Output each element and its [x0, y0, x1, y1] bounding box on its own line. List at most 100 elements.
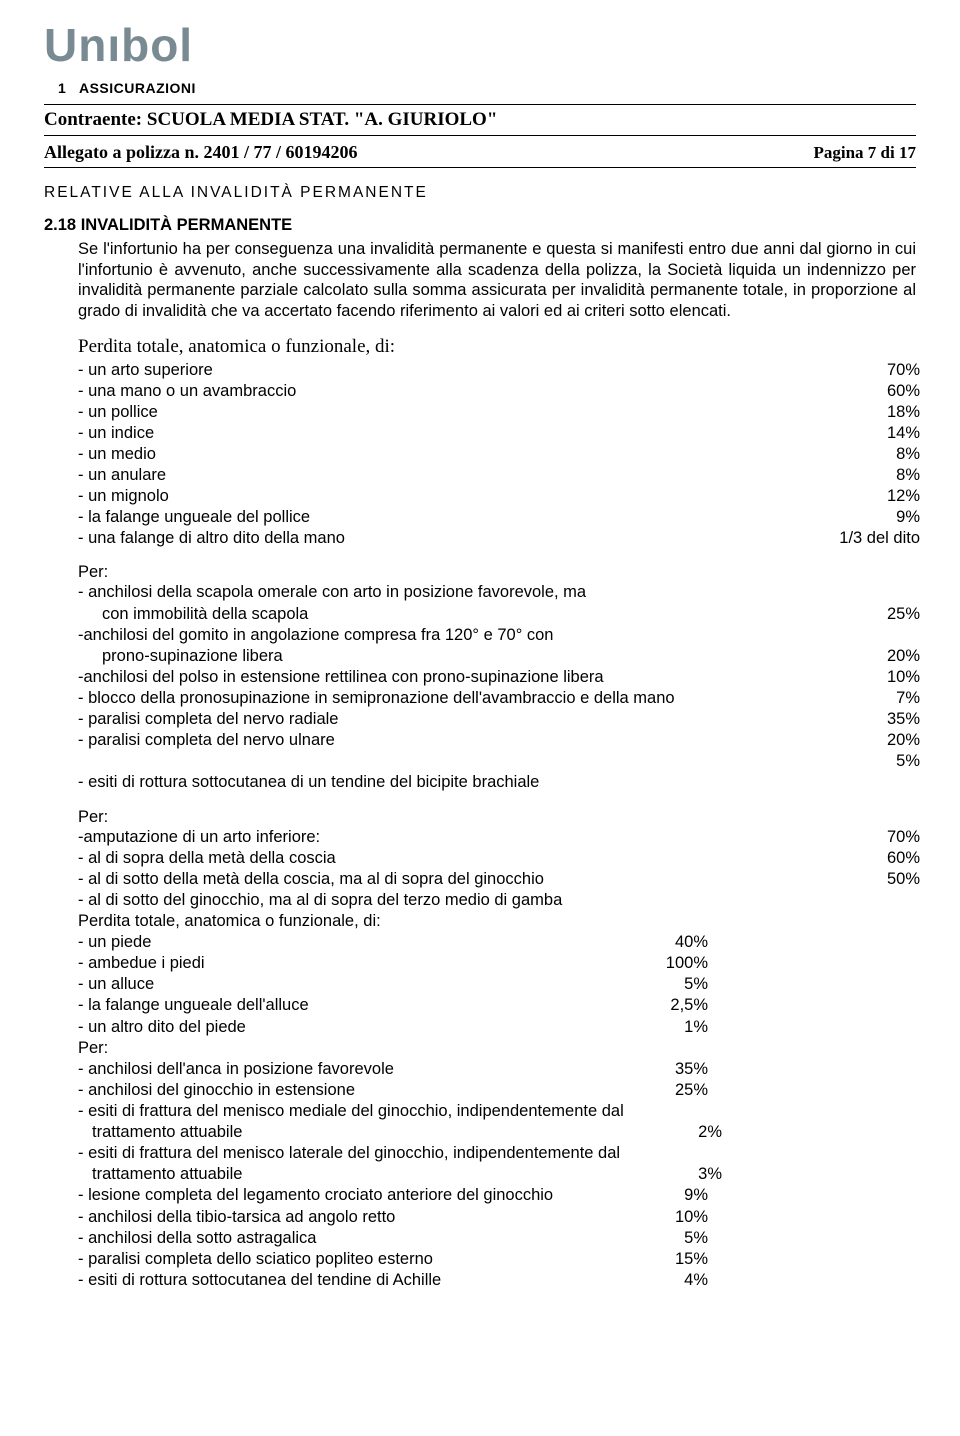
assic-prefix: 1	[58, 80, 66, 96]
row-value: 20%	[848, 646, 920, 667]
table-1: - un arto superiore70%- una mano o un av…	[78, 360, 920, 550]
row-value: 70%	[780, 360, 920, 381]
table-row: - una falange di altro dito della mano1/…	[78, 528, 920, 549]
row-value	[638, 1143, 708, 1164]
row-label: - una mano o un avambraccio	[78, 381, 780, 402]
row-value: 7%	[848, 688, 920, 709]
table-row: - al di sopra della metà della coscia60%	[78, 848, 920, 869]
row-value: 1/3 del dito	[780, 528, 920, 549]
row-label: - la falange ungueale del pollice	[78, 507, 780, 528]
row-label: - esiti di rottura sottocutanea di un te…	[78, 772, 848, 793]
table-row: - al di sotto del ginocchio, ma al di so…	[78, 890, 920, 911]
table-row: - anchilosi della sotto astragalica5%	[78, 1228, 920, 1249]
divider-mid	[44, 135, 916, 136]
row-value: 4%	[638, 1270, 708, 1291]
table-row: - esiti di rottura sottocutanea del tend…	[78, 1270, 920, 1291]
row-label: - un arto superiore	[78, 360, 780, 381]
section-title: RELATIVE ALLA INVALIDITÀ PERMANENTE	[44, 184, 916, 202]
per-label-3-row: Per:	[78, 1038, 920, 1059]
table-row: - un medio8%	[78, 444, 920, 465]
row-value: 12%	[780, 486, 920, 507]
table-row: trattamento attuabile2%	[78, 1122, 920, 1143]
row-value: 70%	[848, 827, 920, 848]
table-row: - un pollice18%	[78, 402, 920, 423]
table-row: - la falange ungueale dell'alluce2,5%	[78, 995, 920, 1016]
table-4: - un piede40%- ambedue i piedi100%- un a…	[78, 932, 920, 1038]
table-row: - un piede40%	[78, 932, 920, 953]
row-value	[848, 772, 920, 793]
row-value: 8%	[780, 444, 920, 465]
table-3: -amputazione di un arto inferiore:70%- a…	[78, 827, 920, 911]
row-label: - un pollice	[78, 402, 780, 423]
per-label-1: Per:	[78, 563, 916, 582]
table-row: - un indice14%	[78, 423, 920, 444]
table-row: - anchilosi del ginocchio in estensione2…	[78, 1080, 920, 1101]
page: Unıbol 1 ASSICURAZIONI Contraente: SCUOL…	[0, 0, 960, 1436]
row-value	[848, 625, 920, 646]
row-label: - blocco della pronosupinazione in semip…	[78, 688, 848, 709]
allegato-left: Allegato a polizza n. 2401 / 77 / 601942…	[44, 142, 358, 163]
row-value: 25%	[848, 604, 920, 625]
row-label: - al di sotto della metà della coscia, m…	[78, 869, 848, 890]
table-row: - esiti di frattura del menisco mediale …	[78, 1101, 920, 1122]
per-label-3: Per:	[78, 1038, 920, 1059]
row-label: - un piede	[78, 932, 638, 953]
table-row: - la falange ungueale del pollice9%	[78, 507, 920, 528]
table-row: - lesione completa del legamento crociat…	[78, 1185, 920, 1206]
table-row: - anchilosi della tibio-tarsica ad angol…	[78, 1207, 920, 1228]
table-2: - anchilosi della scapola omerale con ar…	[78, 582, 920, 793]
allegato-row: Allegato a polizza n. 2401 / 77 / 601942…	[44, 142, 916, 163]
row-label: - anchilosi della tibio-tarsica ad angol…	[78, 1207, 638, 1228]
row-value: 5%	[638, 1228, 708, 1249]
assicurazioni-line: 1 ASSICURAZIONI	[58, 80, 916, 96]
row-label: - anchilosi della scapola omerale con ar…	[78, 582, 848, 603]
table-row: - una mano o un avambraccio60%	[78, 381, 920, 402]
row-label: - lesione completa del legamento crociat…	[78, 1185, 638, 1206]
row-label: -amputazione di un arto inferiore:	[78, 827, 848, 848]
page-number: Pagina 7 di 17	[814, 143, 917, 163]
contraente-value: SCUOLA MEDIA STAT. "A. GIURIOLO"	[147, 109, 498, 130]
row-value: 10%	[638, 1207, 708, 1228]
table-row: - paralisi completa del nervo radiale35%	[78, 709, 920, 730]
row-value: 2%	[652, 1122, 722, 1143]
table-row: prono-supinazione libera20%	[78, 646, 920, 667]
table-row: - esiti di frattura del menisco laterale…	[78, 1143, 920, 1164]
table-row: - un mignolo12%	[78, 486, 920, 507]
row-value	[848, 582, 920, 603]
table-row: 5%	[78, 751, 920, 772]
table-row: - paralisi completa dello sciatico popli…	[78, 1249, 920, 1270]
row-label: - un altro dito del piede	[78, 1017, 638, 1038]
row-label: prono-supinazione libera	[78, 646, 848, 667]
row-value: 18%	[780, 402, 920, 423]
table-row: - blocco della pronosupinazione in semip…	[78, 688, 920, 709]
table-row: -amputazione di un arto inferiore:70%	[78, 827, 920, 848]
table-row: - anchilosi dell'anca in posizione favor…	[78, 1059, 920, 1080]
row-label: -anchilosi del gomito in angolazione com…	[78, 625, 848, 646]
row-label: - un indice	[78, 423, 780, 444]
row-label: - una falange di altro dito della mano	[78, 528, 780, 549]
clause-title: INVALIDITÀ PERMANENTE	[81, 216, 292, 234]
row-label: - paralisi completa dello sciatico popli…	[78, 1249, 638, 1270]
clause-heading: 2.18 INVALIDITÀ PERMANENTE	[44, 216, 916, 235]
table-row: - paralisi completa del nervo ulnare20%	[78, 730, 920, 751]
perdita2-heading-row: Perdita totale, anatomica o funzionale, …	[78, 911, 920, 932]
divider-bottom	[44, 167, 916, 168]
assic-text: ASSICURAZIONI	[79, 80, 196, 96]
row-value	[848, 890, 920, 911]
row-label: trattamento attuabile	[78, 1164, 652, 1185]
row-label: - anchilosi dell'anca in posizione favor…	[78, 1059, 638, 1080]
row-label: - un mignolo	[78, 486, 780, 507]
row-label: - la falange ungueale dell'alluce	[78, 995, 638, 1016]
row-label: trattamento attuabile	[78, 1122, 652, 1143]
row-label: - esiti di frattura del menisco laterale…	[78, 1143, 638, 1164]
row-value: 35%	[638, 1059, 708, 1080]
row-label: - un alluce	[78, 974, 638, 995]
row-label: - al di sotto del ginocchio, ma al di so…	[78, 890, 848, 911]
clause-number: 2.18	[44, 216, 76, 234]
table-row: - un alluce5%	[78, 974, 920, 995]
table-row: - esiti di rottura sottocutanea di un te…	[78, 772, 920, 793]
table-row: - un altro dito del piede1%	[78, 1017, 920, 1038]
row-label: - anchilosi del ginocchio in estensione	[78, 1080, 638, 1101]
table-row: - ambedue i piedi100%	[78, 953, 920, 974]
row-value: 40%	[638, 932, 708, 953]
